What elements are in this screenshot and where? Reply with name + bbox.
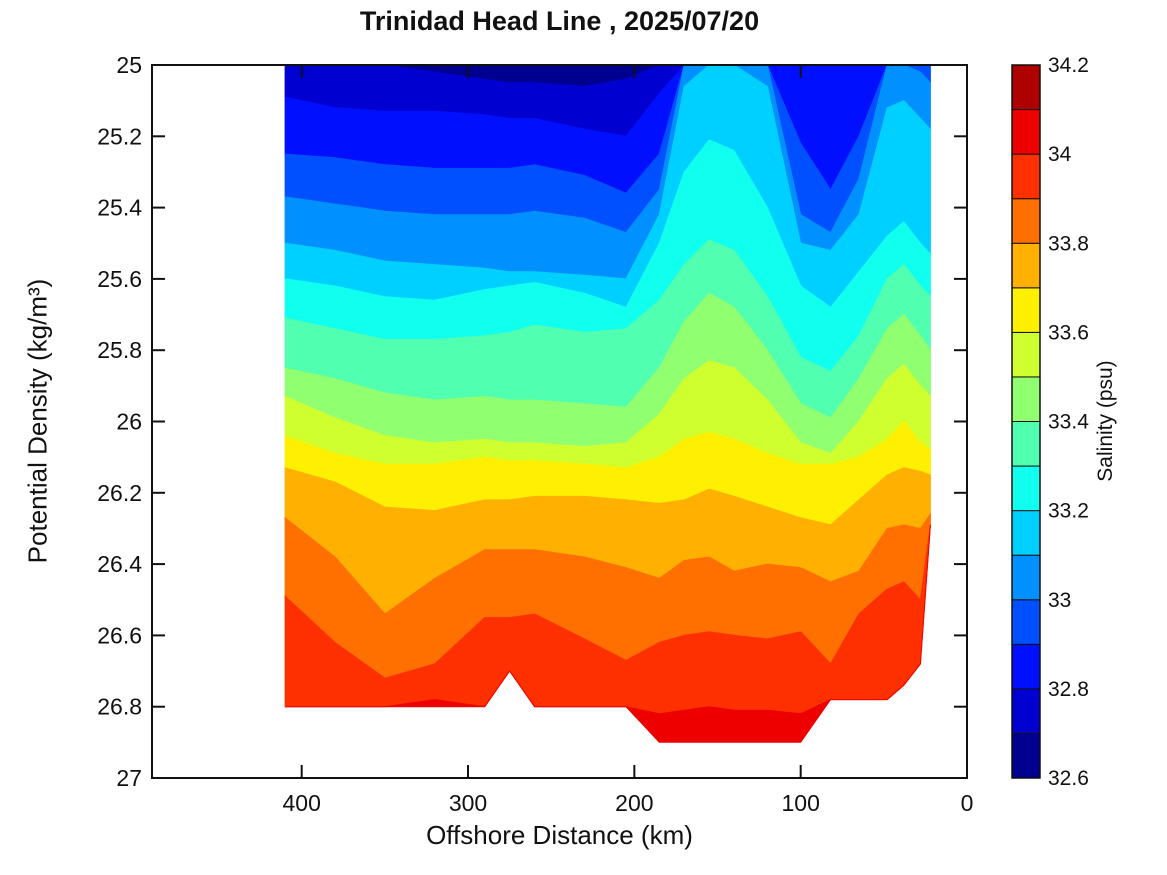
contour-bands [284,64,931,743]
contour-band-34.0-34.1 [285,524,931,743]
colorbar-segment [1011,376,1041,422]
colorbar-tick-label: 34 [1048,143,1072,166]
colorbar-tick-label: 33.2 [1048,500,1089,523]
y-tick-label: 25 [116,52,142,78]
x-axis-label: Offshore Distance (km) [426,820,693,850]
colorbar-segment [1011,554,1041,601]
plot-axes: 400 300 200 100 0 25 25.2 25.4 25.6 25.8 26 26.2 26.… [97,52,973,816]
colorbar-segment [1011,421,1041,467]
colorbar-segment [1011,643,1041,690]
colorbar-segment [1011,688,1041,734]
colorbar-tick-label: 33.4 [1048,411,1089,434]
colorbar-segment [1011,510,1041,556]
colorbar-segment [1011,465,1041,512]
y-tick-label: 26.8 [97,694,142,720]
x-tick-label: 400 [283,790,321,816]
x-tick-label: 300 [449,790,487,816]
colorbar-segment [1011,64,1041,111]
colorbar-tick-label: 32.8 [1048,678,1089,701]
colorbar-frame [1011,64,1041,779]
y-tick-label: 26.6 [97,622,142,648]
colorbar-segment [1011,109,1041,155]
colorbar: 32.6 32.8 33 33.2 33.4 33.6 33.8 34 34.2 [1011,54,1089,790]
y-axis-label: Potential Density (kg/m³) [22,278,53,564]
y-tick-label: 26.4 [97,551,142,577]
colorbar-tick-label: 33 [1048,589,1071,612]
y-tick-label: 26.2 [97,480,142,506]
y-tick-label: 25.4 [97,195,142,221]
colorbar-tick-label: 33.8 [1048,232,1089,255]
colorbar-segment [1011,287,1041,333]
colorbar-tick-label: 34.2 [1048,54,1089,77]
y-tick-label: 27 [116,765,142,791]
x-tick-label: 100 [781,790,819,816]
y-tick-label: 25.8 [97,337,142,363]
colorbar-tick-label: 32.6 [1048,767,1089,790]
chart-title: Trinidad Head Line , 2025/07/20 [359,6,760,36]
colorbar-tick-label: 33.6 [1048,321,1089,344]
colorbar-segment [1011,331,1041,378]
y-tick-label: 25.2 [97,123,142,149]
colorbar-segment [1011,242,1041,289]
colorbar-segment [1011,198,1041,244]
colorbar-segment [1011,153,1041,200]
x-tick-label: 200 [615,790,653,816]
y-tick-label: 25.6 [97,266,142,292]
colorbar-axis-label: Salinity (psu) [1094,360,1117,482]
colorbar-segment [1011,599,1041,645]
y-tick-label: 26 [116,409,142,435]
x-tick-label: 0 [961,790,974,816]
colorbar-segment [1011,732,1041,779]
